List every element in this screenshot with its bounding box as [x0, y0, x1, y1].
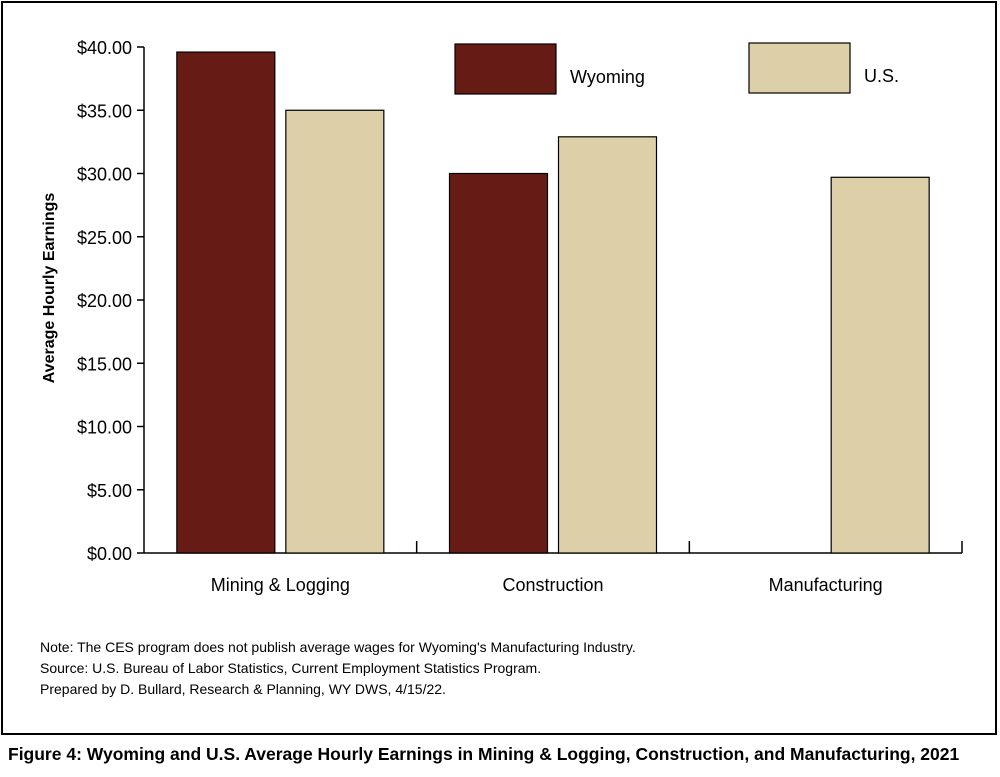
legend-swatch-1	[748, 42, 851, 94]
y-tick-label: $10.00	[77, 418, 132, 438]
x-category-label: Mining & Logging	[211, 575, 350, 595]
figure-caption: Figure 4: Wyoming and U.S. Average Hourl…	[8, 744, 960, 764]
bar-us-0	[285, 109, 385, 554]
bar-us-1	[557, 136, 658, 554]
legend-label-1: U.S.	[864, 66, 899, 86]
y-axis-label: Average Hourly Earnings	[41, 193, 58, 384]
bar-chart: $0.00 $5.00 $10.00 $15.00 $20.00 $25.00 $30.00…	[41, 38, 963, 595]
x-category-label: Construction	[502, 575, 603, 595]
bar-wyoming-1	[448, 172, 549, 554]
prepared-by-line: Prepared by D. Bullard, Research & Plann…	[40, 681, 446, 697]
y-tick-label: $5.00	[87, 481, 132, 501]
chart-bars	[176, 51, 930, 554]
legend-swatch-0	[454, 43, 557, 95]
y-tick-label: $40.00	[77, 38, 132, 58]
chart-frame	[1, 1, 997, 735]
legend-label-0: Wyoming	[570, 67, 645, 87]
source-line: Source: U.S. Bureau of Labor Statistics,…	[40, 660, 542, 676]
y-tick-label: $35.00	[77, 101, 132, 121]
x-category-label: Manufacturing	[769, 575, 883, 595]
bar-us-2	[830, 176, 930, 554]
y-tick-label: $30.00	[77, 165, 132, 185]
note-line: Note: The CES program does not publish a…	[40, 639, 636, 655]
y-tick-label: $15.00	[77, 354, 132, 374]
y-tick-label: $20.00	[77, 291, 132, 311]
bar-wyoming-0	[176, 51, 276, 554]
chart-axes: $0.00 $5.00 $10.00 $15.00 $20.00 $25.00 $30.00…	[41, 38, 963, 595]
chart-legend: Wyoming U.S.	[454, 42, 899, 95]
chart-notes: Note: The CES program does not publish a…	[40, 637, 636, 700]
y-tick-label: $25.00	[77, 228, 132, 248]
y-tick-label: $0.00	[87, 544, 132, 564]
